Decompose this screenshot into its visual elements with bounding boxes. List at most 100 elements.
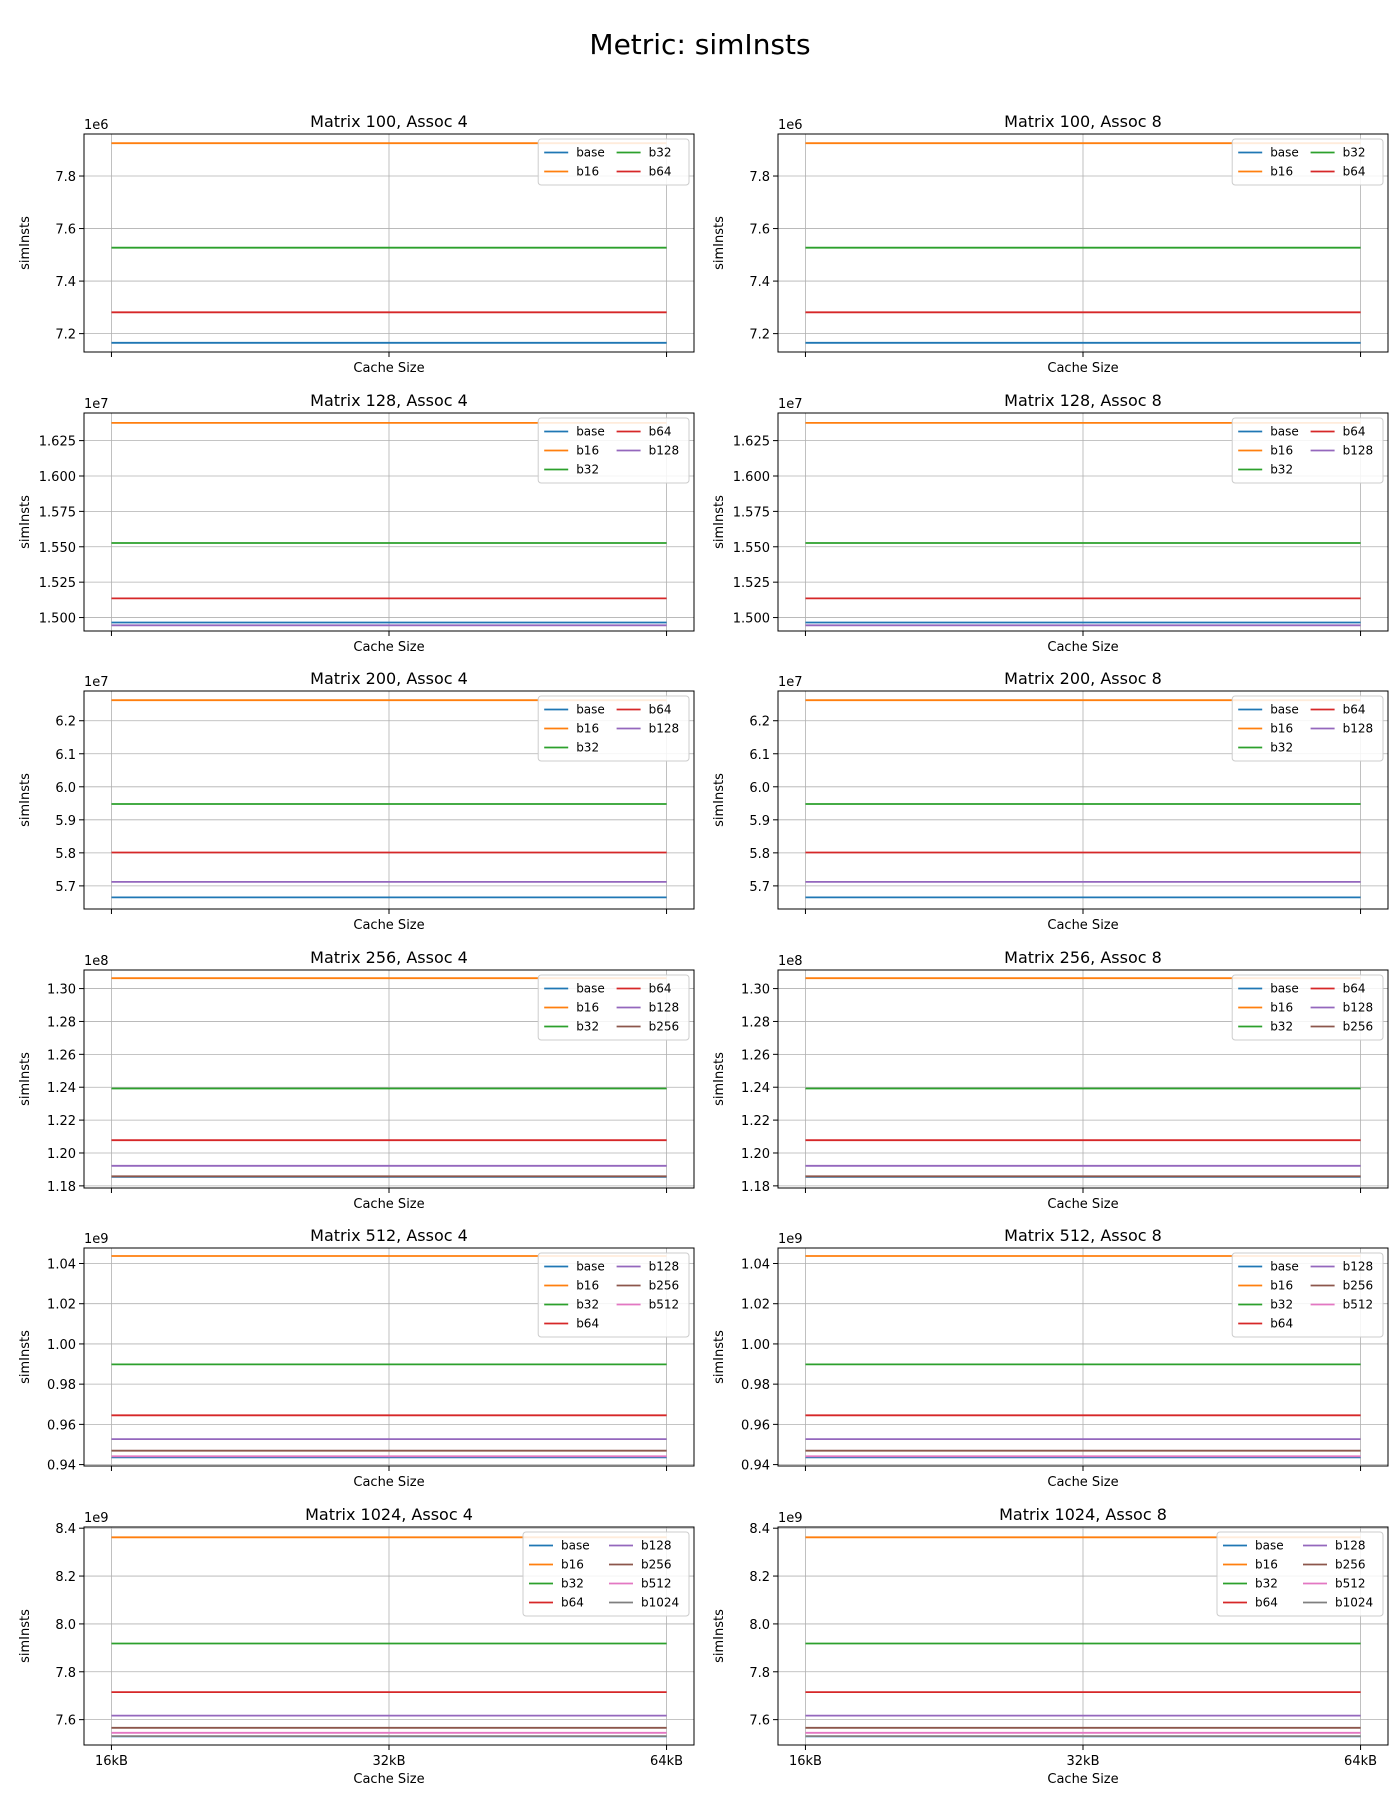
y-tick-label: 1.24 [741, 1081, 770, 1096]
subplot-8: 1.18 1.20 1.22 1.24 1.26 1.28 1.30 1e8 Matrix 25… [712, 948, 1389, 1212]
x-tick-label: 64kB [1344, 1754, 1377, 1769]
y-tick-label: 5.8 [749, 847, 770, 862]
legend-label-b64: b64 [649, 165, 672, 179]
subplot-4: 1.500 1.525 1.550 1.575 1.600 1.625 1e7 Matrix … [712, 391, 1389, 655]
legend-label-b64: b64 [649, 425, 672, 439]
y-tick-label: 7.8 [749, 1666, 770, 1681]
y-tick-label: 5.9 [749, 814, 770, 829]
legend-label-b16: b16 [1270, 444, 1293, 458]
y-axis-label: simInsts [712, 216, 727, 270]
y-tick-label: 6.1 [55, 748, 76, 763]
legend-label-base: base [561, 1539, 590, 1553]
y-axis-label: simInsts [712, 773, 727, 827]
subplot-title: Matrix 1024, Assoc 8 [999, 1505, 1167, 1524]
legend-box [1231, 138, 1384, 186]
legend-box [1231, 417, 1384, 484]
y-offset-text: 1e6 [84, 118, 109, 133]
legend-label-b64: b64 [1255, 1596, 1278, 1610]
y-tick-label: 8.0 [55, 1618, 76, 1633]
y-tick-label: 1.20 [47, 1147, 76, 1162]
subplot-title: Matrix 256, Assoc 8 [1004, 948, 1162, 967]
y-tick-label: 7.4 [749, 275, 770, 290]
x-tick-label: 32kB [1067, 1754, 1100, 1769]
legend-label-base: base [576, 146, 605, 160]
y-tick-label: 0.96 [47, 1418, 76, 1433]
legend-label-b128: b128 [649, 444, 680, 458]
legend-label-b16: b16 [561, 1558, 584, 1572]
legend-label-b512: b512 [1335, 1577, 1366, 1591]
legend-box [1231, 695, 1384, 762]
x-axis-label: Cache Size [353, 1197, 424, 1212]
y-tick-label: 1.600 [733, 470, 770, 485]
legend-label-b32: b32 [1270, 463, 1293, 477]
y-axis-label: simInsts [18, 495, 33, 549]
legend-label-b512: b512 [1343, 1298, 1374, 1312]
y-tick-label: 5.8 [55, 847, 76, 862]
legend-label-b256: b256 [649, 1279, 680, 1293]
legend-label-b32: b32 [1270, 1020, 1293, 1034]
legend-label-base: base [1270, 425, 1299, 439]
y-tick-label: 1.22 [741, 1114, 770, 1129]
legend-label-base: base [576, 1260, 605, 1274]
y-tick-label: 1.30 [47, 983, 76, 998]
legend-label-base: base [576, 703, 605, 717]
y-tick-label: 5.7 [749, 880, 770, 895]
y-tick-label: 7.6 [55, 223, 76, 238]
legend-label-b256: b256 [649, 1020, 680, 1034]
legend-box [522, 1531, 690, 1617]
y-axis-label: simInsts [18, 1330, 33, 1384]
legend-label-base: base [1270, 982, 1299, 996]
y-tick-label: 1.26 [47, 1048, 76, 1063]
legend-label-b16: b16 [1270, 1279, 1293, 1293]
legend-label-b16: b16 [576, 1279, 599, 1293]
subplot-1: 7.2 7.4 7.6 7.8 1e6 Matrix 100, Assoc 4 Cache … [18, 112, 695, 376]
y-tick-label: 1.00 [47, 1338, 76, 1353]
y-tick-label: 0.98 [741, 1378, 770, 1393]
legend-label-b256: b256 [1343, 1020, 1374, 1034]
y-tick-label: 1.04 [47, 1257, 76, 1272]
legend-label-base: base [576, 425, 605, 439]
y-tick-label: 1.26 [741, 1048, 770, 1063]
y-axis-label: simInsts [18, 1609, 33, 1663]
y-tick-label: 1.525 [733, 576, 770, 591]
legend-label-b32: b32 [561, 1577, 584, 1591]
x-tick-label: 16kB [789, 1754, 822, 1769]
legend-label-b128: b128 [1343, 444, 1374, 458]
subplot-7: 1.18 1.20 1.22 1.24 1.26 1.28 1.30 1e8 Matrix 25… [18, 948, 695, 1212]
y-offset-text: 1e9 [84, 1232, 109, 1247]
y-axis-label: simInsts [712, 1052, 727, 1106]
subplot-title: Matrix 128, Assoc 8 [1004, 391, 1162, 410]
y-axis-label: simInsts [712, 1330, 727, 1384]
y-tick-label: 7.8 [749, 170, 770, 185]
legend-label-b64: b64 [649, 982, 672, 996]
legend-label-b32: b32 [576, 1020, 599, 1034]
y-tick-label: 7.2 [749, 328, 770, 343]
legend: base b16 b32 b64 b128 [537, 417, 690, 484]
legend-label-b512: b512 [641, 1577, 672, 1591]
y-tick-label: 7.2 [55, 328, 76, 343]
y-tick-label: 1.02 [741, 1298, 770, 1313]
y-tick-label: 7.6 [55, 1714, 76, 1729]
figure-title: Metric: simInsts [589, 28, 811, 61]
legend-label-b64: b64 [1270, 1317, 1293, 1331]
y-tick-label: 1.20 [741, 1147, 770, 1162]
legend-label-b128: b128 [1343, 1001, 1374, 1015]
legend-label-b128: b128 [1335, 1539, 1366, 1553]
subplot-12: 16kB 32kB 64kB 7.6 7.8 8.0 8.2 8.4 1e9 Matrix 102… [712, 1505, 1389, 1787]
subplot-title: Matrix 100, Assoc 8 [1004, 112, 1162, 131]
legend-label-b32: b32 [1343, 146, 1366, 160]
subplot-10: 0.94 0.96 0.98 1.00 1.02 1.04 1e9 Matrix 512, A… [712, 1226, 1389, 1490]
y-tick-label: 1.500 [733, 612, 770, 627]
legend-box [537, 1252, 690, 1338]
y-tick-label: 6.1 [749, 748, 770, 763]
legend-label-b64: b64 [1343, 703, 1366, 717]
y-tick-label: 5.7 [55, 880, 76, 895]
subplot-title: Matrix 1024, Assoc 4 [305, 1505, 473, 1524]
legend-label-b32: b32 [576, 741, 599, 755]
legend: base b16 b32 b64 [537, 138, 690, 186]
y-tick-label: 1.525 [39, 576, 76, 591]
y-tick-label: 1.04 [741, 1257, 770, 1272]
legend-label-b128: b128 [1343, 722, 1374, 736]
legend: base b16 b32 b64 b128 [1231, 695, 1384, 762]
